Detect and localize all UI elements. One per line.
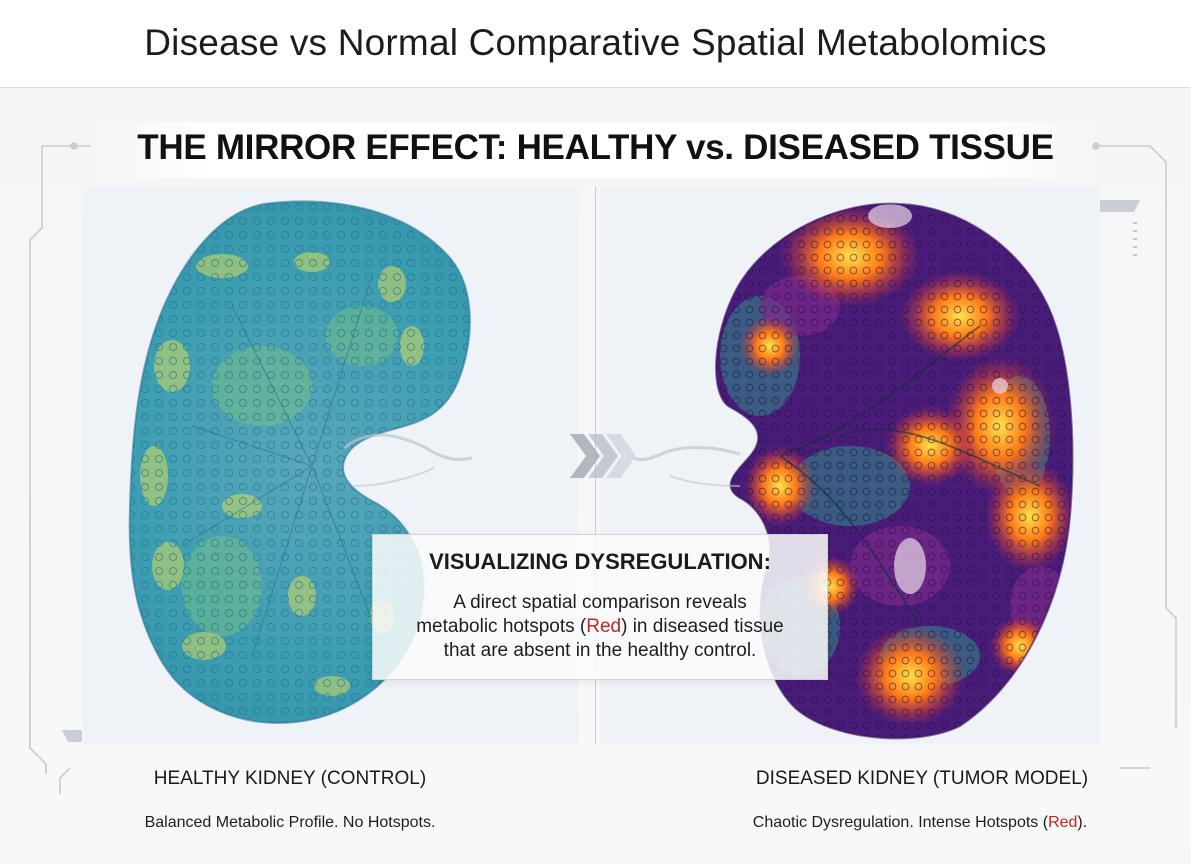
diseased-caption: Chaotic Dysregulation. Intense Hotspots … [700, 814, 1140, 832]
info-line-2-start: metabolic hotspots ( [416, 616, 587, 637]
banner-title: THE MIRROR EFFECT: HEALTHY vs. DISEASED … [137, 128, 1054, 167]
bottom-strip [0, 850, 1191, 864]
diseased-caption-start: Chaotic Dysregulation. Intense Hotspots … [752, 814, 1049, 831]
info-body: A direct spatial comparison reveals meta… [373, 591, 827, 663]
healthy-caption: Balanced Metabolic Profile. No Hotspots. [144, 814, 436, 831]
title-divider [0, 87, 1191, 88]
info-line-1: A direct spatial comparison reveals [453, 592, 747, 613]
healthy-label: HEALTHY KIDNEY (CONTROL) [153, 768, 427, 789]
diseased-caption-end: ). [1077, 814, 1088, 831]
info-box: VISUALIZING DYSREGULATION: A direct spat… [372, 534, 828, 680]
info-line-2: metabolic hotspots (Red) in diseased tis… [373, 615, 827, 639]
diseased-caption-highlight: Red [1048, 814, 1078, 831]
chevron-right-icon [570, 434, 636, 478]
diseased-label: DISEASED KIDNEY (TUMOR MODEL) [755, 768, 1089, 789]
info-line-2-end: ) in diseased tissue [621, 616, 784, 637]
panel-divider [595, 186, 596, 744]
info-highlight-red: Red [586, 616, 622, 637]
info-heading: VISUALIZING DYSREGULATION: [429, 549, 771, 574]
banner-backdrop [90, 122, 1100, 178]
page-title: Disease vs Normal Comparative Spatial Me… [144, 22, 1047, 63]
info-line-3: that are absent in the healthy control. [443, 640, 757, 661]
